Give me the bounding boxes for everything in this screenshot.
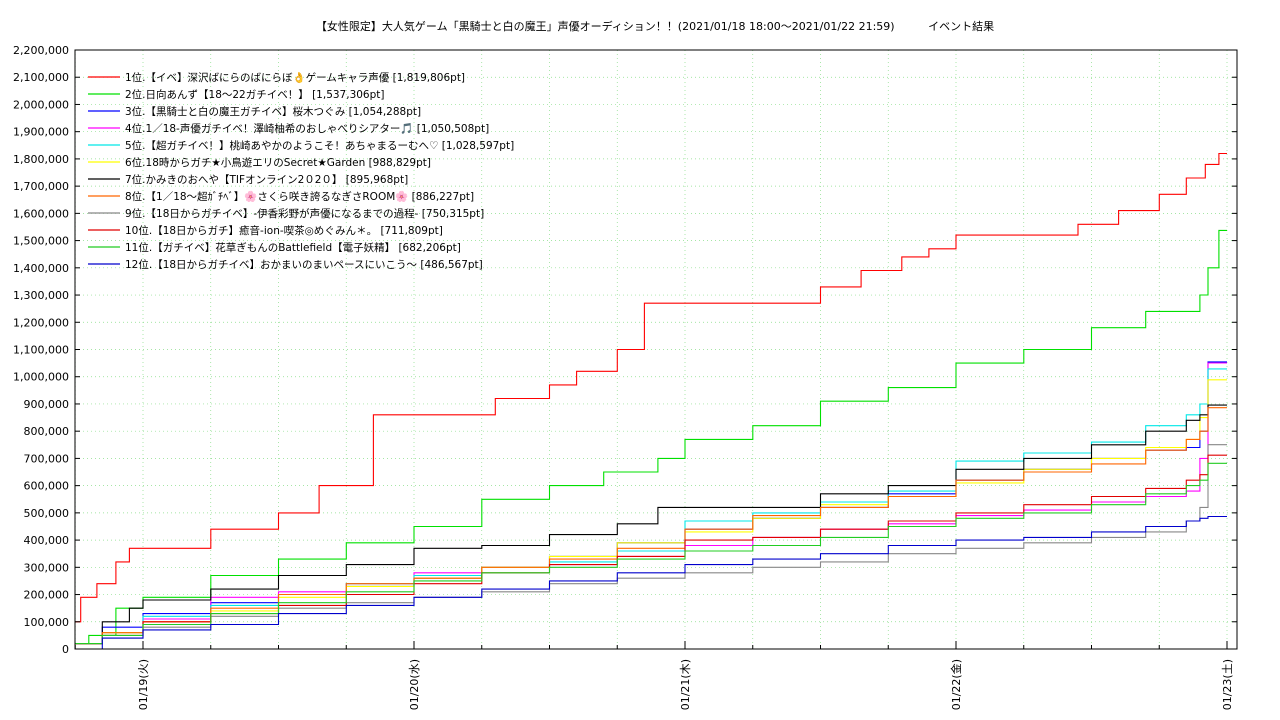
y-tick-label: 600,000 bbox=[24, 480, 70, 493]
y-tick-label: 1,700,000 bbox=[13, 180, 69, 193]
y-tick-label: 1,100,000 bbox=[13, 344, 69, 357]
y-tick-label: 100,000 bbox=[24, 616, 70, 629]
x-tick-label: 01/20(水) bbox=[408, 659, 421, 710]
y-tick-label: 1,400,000 bbox=[13, 262, 69, 275]
series-line-7 bbox=[75, 404, 1227, 645]
y-tick-label: 800,000 bbox=[24, 425, 70, 438]
chart-title-main: 【女性限定】大人気ゲーム「黒騎士と白の魔王」声優オーディション！！(2021/0… bbox=[316, 19, 895, 33]
legend-label-3: 3位.【黒騎士と白の魔王ガチイベ】桜木つぐみ [1,054,288pt] bbox=[125, 105, 421, 118]
legend-label-9: 9位.【18日からガチイベ】-伊香彩野が声優になるまでの過程- [750,315… bbox=[125, 207, 484, 220]
y-tick-label: 1,000,000 bbox=[13, 371, 69, 384]
y-tick-label: 200,000 bbox=[24, 589, 70, 602]
legend-label-8: 8位.【1／18〜超ｶﾞﾁﾍﾞ】🌸さくら咲き誇るなぎさROOM🌸 [886,22… bbox=[125, 190, 474, 203]
y-tick-label: 0 bbox=[62, 643, 69, 656]
series-line-8 bbox=[75, 407, 1227, 645]
y-tick-label: 300,000 bbox=[24, 561, 70, 574]
series-line-6 bbox=[75, 379, 1227, 645]
y-tick-label: 1,200,000 bbox=[13, 316, 69, 329]
series-line-10 bbox=[75, 454, 1227, 645]
legend-label-11: 11位.【ガチイベ】花草ぎもんのBattlefield【電子妖精】 [682,2… bbox=[125, 241, 461, 254]
y-tick-label: 1,300,000 bbox=[13, 289, 69, 302]
series-line-5 bbox=[75, 368, 1227, 645]
y-tick-label: 2,100,000 bbox=[13, 71, 69, 84]
series-lines bbox=[75, 152, 1227, 649]
series-line-11 bbox=[75, 462, 1227, 645]
y-tick-label: 1,500,000 bbox=[13, 235, 69, 248]
y-tick-label: 1,800,000 bbox=[13, 153, 69, 166]
y-tick-label: 700,000 bbox=[24, 452, 70, 465]
y-tick-label: 2,200,000 bbox=[13, 44, 69, 57]
series-line-4 bbox=[75, 362, 1227, 645]
legend-label-12: 12位.【18日からガチイベ】おかまいのまいペースにいこう〜 [486,567p… bbox=[125, 258, 483, 271]
y-tick-label: 400,000 bbox=[24, 534, 70, 547]
chart-subtitle: イベント結果 bbox=[928, 19, 994, 33]
y-tick-label: 1,900,000 bbox=[13, 126, 69, 139]
x-tick-label: 01/23(土) bbox=[1221, 659, 1234, 710]
legend-label-7: 7位.かみきのおへや【TIFオンライン2０2０】 [895,968pt] bbox=[125, 173, 408, 186]
y-tick-label: 2,000,000 bbox=[13, 98, 69, 111]
y-tick-label: 1,600,000 bbox=[13, 207, 69, 220]
legend: 1位.【イベ】深沢ばにらのばにらぼ👌ゲームキャラ声優 [1,819,806pt]… bbox=[88, 71, 514, 271]
legend-label-2: 2位.日向あんず【18〜22ガチイベ！】 [1,537,306pt] bbox=[125, 88, 385, 101]
series-line-2 bbox=[75, 229, 1227, 645]
legend-label-6: 6位.18時からガチ★小鳥遊エリのSecret★Garden [988,829p… bbox=[125, 156, 431, 169]
series-line-12 bbox=[75, 515, 1227, 649]
x-tick-label: 01/22(金) bbox=[949, 659, 963, 710]
legend-label-5: 5位.【超ガチイベ！】桃崎あやかのようこそ！あちゃまるーむへ♡ [1,028,5… bbox=[125, 139, 514, 152]
y-tick-label: 900,000 bbox=[24, 398, 70, 411]
series-line-9 bbox=[75, 444, 1227, 645]
legend-label-4: 4位.1／18-声優ガチイベ！澤崎柚希のおしゃべりシアター🎵 [1,050,50… bbox=[125, 122, 489, 135]
x-axis: 01/19(火) 01/20(水) 01/21(木) 01/22(金) 01/23(土) bbox=[74, 641, 1234, 710]
legend-label-10: 10位.【18日からガチ】癒音-ion-喫茶◎めぐみん＊。 [711,809pt… bbox=[125, 224, 443, 237]
series-line-1 bbox=[75, 152, 1227, 623]
y-axis: 0 100,000 200,000 300,000 400,000 500,000 600,… bbox=[13, 44, 1237, 656]
legend-label-1: 1位.【イベ】深沢ばにらのばにらぼ👌ゲームキャラ声優 [1,819,806pt] bbox=[125, 71, 465, 84]
x-tick-label: 01/21(木) bbox=[679, 659, 692, 710]
chart-title: 【女性限定】大人気ゲーム「黒騎士と白の魔王」声優オーディション！！(2021/0… bbox=[316, 19, 994, 33]
y-tick-label: 500,000 bbox=[24, 507, 70, 520]
x-tick-label: 01/19(火) bbox=[137, 659, 150, 710]
